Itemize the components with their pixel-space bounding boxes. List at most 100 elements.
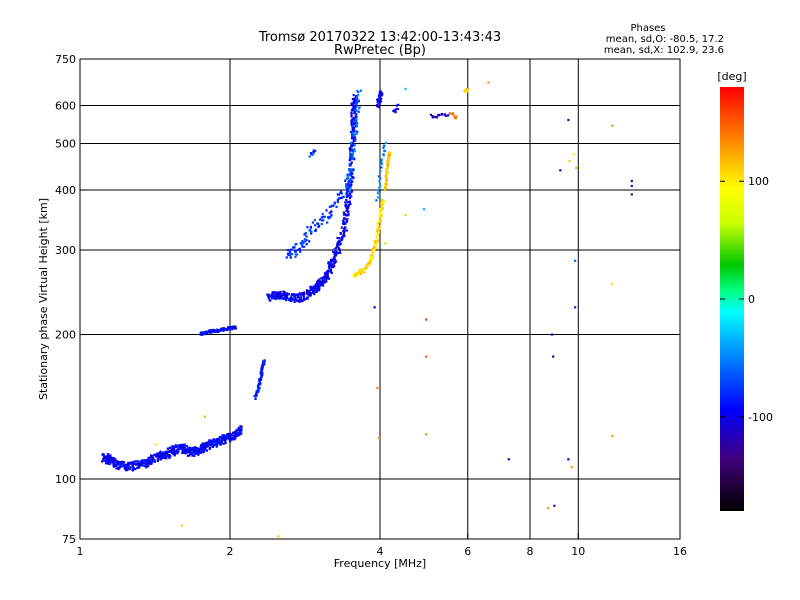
data-point	[396, 107, 399, 110]
data-point	[147, 458, 150, 461]
data-point	[117, 460, 120, 463]
data-point	[374, 246, 377, 249]
data-point	[254, 395, 257, 398]
data-point	[345, 177, 348, 180]
x-tick-label: 6	[464, 545, 471, 558]
data-point	[274, 294, 277, 298]
data-point	[126, 464, 129, 467]
data-point	[321, 277, 324, 280]
x-tick-label: 16	[673, 545, 687, 558]
data-point	[128, 467, 131, 470]
data-point	[309, 152, 312, 155]
data-point	[339, 239, 342, 242]
data-point	[350, 178, 353, 181]
data-point	[378, 95, 381, 98]
data-point	[351, 172, 354, 175]
data-point	[319, 218, 322, 221]
data-point	[351, 152, 355, 155]
data-point	[254, 393, 258, 396]
data-point	[101, 460, 104, 463]
data-point	[188, 454, 191, 457]
data-point	[425, 355, 428, 358]
data-point	[220, 440, 223, 443]
x-tick-label: 4	[377, 545, 384, 558]
data-point	[200, 331, 203, 334]
data-point	[182, 451, 185, 454]
data-point	[317, 286, 320, 289]
data-point	[169, 446, 172, 449]
data-point	[168, 450, 171, 453]
data-point	[303, 293, 306, 296]
data-point	[331, 264, 334, 267]
data-point	[559, 169, 562, 172]
y-tick-label: 75	[62, 533, 76, 546]
data-point	[293, 300, 296, 303]
data-point	[329, 215, 332, 218]
data-point	[330, 269, 333, 273]
data-point	[234, 327, 237, 330]
data-point	[260, 375, 263, 378]
data-point	[190, 449, 194, 452]
data-point	[355, 96, 359, 99]
data-point	[359, 89, 363, 92]
data-point	[332, 204, 335, 207]
data-point	[336, 245, 339, 248]
data-point	[385, 183, 388, 186]
data-point	[348, 197, 351, 200]
data-point	[216, 443, 219, 446]
data-point	[339, 190, 343, 193]
data-point	[344, 203, 348, 206]
data-point	[224, 328, 227, 331]
data-point	[404, 213, 407, 217]
y-tick-label: 400	[55, 184, 76, 197]
data-point	[267, 296, 271, 299]
data-point	[349, 192, 352, 195]
data-point	[191, 454, 194, 457]
data-point	[208, 442, 211, 445]
data-point	[322, 284, 325, 287]
data-point	[349, 152, 352, 155]
data-point	[261, 363, 264, 366]
data-point	[353, 111, 356, 114]
data-point	[404, 87, 407, 90]
data-point	[351, 123, 354, 126]
data-point	[374, 240, 377, 243]
data-point	[357, 100, 360, 103]
data-point	[350, 119, 353, 122]
data-point	[345, 207, 348, 210]
data-point	[367, 262, 370, 265]
data-point	[345, 229, 348, 232]
data-point	[194, 452, 197, 455]
data-point	[438, 113, 441, 116]
data-point	[209, 329, 212, 332]
data-point	[328, 267, 331, 270]
data-point	[197, 447, 200, 451]
data-point	[255, 392, 258, 395]
data-point	[233, 327, 236, 330]
data-point	[466, 90, 469, 93]
data-point	[148, 461, 151, 464]
data-point	[159, 458, 162, 461]
data-point	[370, 254, 373, 257]
data-point	[348, 159, 351, 162]
data-point	[207, 329, 211, 332]
data-point	[184, 449, 187, 452]
data-point	[352, 109, 355, 112]
data-point	[223, 434, 226, 437]
data-point	[224, 441, 227, 445]
data-point	[346, 192, 349, 195]
data-point	[202, 448, 205, 451]
data-point	[293, 298, 297, 301]
data-point	[575, 166, 578, 169]
data-point	[339, 251, 342, 254]
data-point	[123, 467, 126, 470]
data-point	[278, 297, 281, 300]
data-point	[314, 283, 317, 286]
data-point	[326, 277, 329, 280]
colorbar-tick-label: 0	[748, 293, 755, 306]
data-point	[232, 435, 235, 438]
data-point	[306, 293, 309, 296]
data-point	[317, 283, 320, 286]
data-point	[352, 100, 355, 103]
data-point	[346, 200, 349, 204]
